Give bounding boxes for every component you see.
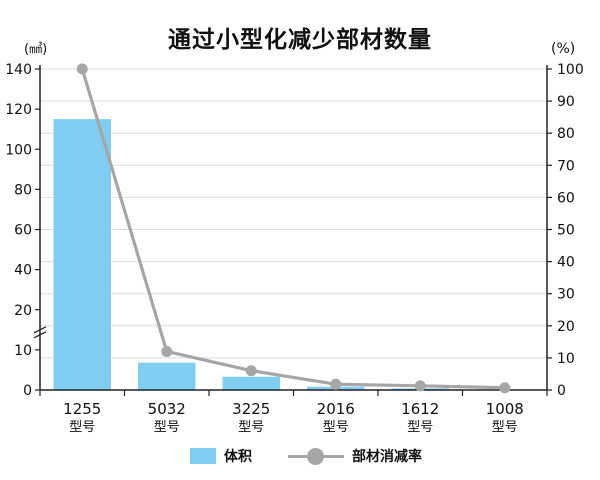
right-tick-label: 50 bbox=[557, 223, 575, 239]
right-tick-label: 100 bbox=[557, 62, 584, 78]
left-tick-label: 120 bbox=[5, 102, 32, 118]
left-tick-label: 20 bbox=[14, 303, 32, 319]
right-tick-label: 70 bbox=[557, 158, 575, 174]
grid-lines bbox=[40, 68, 547, 359]
right-tick-label: 20 bbox=[557, 319, 575, 335]
x-tick-label: 2016 bbox=[317, 400, 355, 418]
x-tick-sublabel: 型号 bbox=[407, 420, 433, 435]
right-tick-label: 30 bbox=[557, 287, 575, 303]
right-tick-label: 40 bbox=[557, 255, 575, 271]
legend-item-reduction-rate: 部材消减率 bbox=[288, 444, 422, 468]
line-point bbox=[414, 380, 426, 392]
left-tick-label: 100 bbox=[5, 142, 32, 158]
x-tick-label: 3225 bbox=[232, 400, 270, 418]
line-point bbox=[161, 345, 173, 357]
right-tick-label: 60 bbox=[557, 190, 575, 206]
legend-swatch-volume bbox=[190, 448, 216, 464]
right-tick-label: 10 bbox=[557, 351, 575, 367]
left-tick-label: 80 bbox=[14, 182, 32, 198]
x-tick-sublabel: 型号 bbox=[69, 420, 95, 435]
line-point bbox=[330, 378, 342, 390]
bar bbox=[53, 119, 111, 390]
tick-labels: 1401201008060402010010090807060504030201… bbox=[5, 41, 583, 435]
legend-item-volume: 体积 bbox=[190, 444, 252, 468]
axes bbox=[33, 65, 552, 396]
left-unit-label: (㎣) bbox=[24, 42, 47, 57]
line-point bbox=[76, 63, 88, 75]
axis-break-mark bbox=[33, 331, 47, 339]
legend-label-volume: 体积 bbox=[224, 449, 252, 465]
axis-break-mark bbox=[33, 326, 47, 334]
legend-label-reduction-rate: 部材消减率 bbox=[352, 449, 422, 465]
x-tick-sublabel: 型号 bbox=[154, 420, 180, 435]
line-point bbox=[499, 382, 511, 394]
legend: 体积 部材消减率 bbox=[0, 444, 600, 468]
left-tick-label: 140 bbox=[5, 62, 32, 78]
x-tick-sublabel: 型号 bbox=[492, 420, 518, 435]
bar bbox=[222, 376, 280, 390]
bar-series bbox=[53, 119, 534, 391]
line-path bbox=[80, 68, 505, 390]
x-tick-sublabel: 型号 bbox=[323, 420, 349, 435]
legend-line-marker bbox=[288, 448, 344, 465]
x-tick-label: 1008 bbox=[486, 400, 524, 418]
x-tick-label: 1612 bbox=[401, 400, 439, 418]
right-tick-label: 80 bbox=[557, 126, 575, 142]
left-tick-label: 10 bbox=[14, 343, 32, 359]
right-tick-label: 90 bbox=[557, 94, 575, 110]
left-tick-label: 60 bbox=[14, 223, 32, 239]
left-tick-label: 0 bbox=[23, 383, 32, 399]
left-tick-label: 40 bbox=[14, 263, 32, 279]
right-tick-label: 0 bbox=[557, 383, 566, 399]
x-tick-label: 1255 bbox=[63, 400, 101, 418]
bar bbox=[138, 362, 196, 390]
line-point bbox=[245, 365, 257, 377]
x-tick-sublabel: 型号 bbox=[238, 420, 264, 435]
chart-title: 通过小型化减少部材数量 bbox=[168, 27, 432, 53]
right-unit-label: (%) bbox=[551, 41, 575, 57]
line-series bbox=[76, 63, 511, 394]
x-tick-label: 5032 bbox=[148, 400, 186, 418]
